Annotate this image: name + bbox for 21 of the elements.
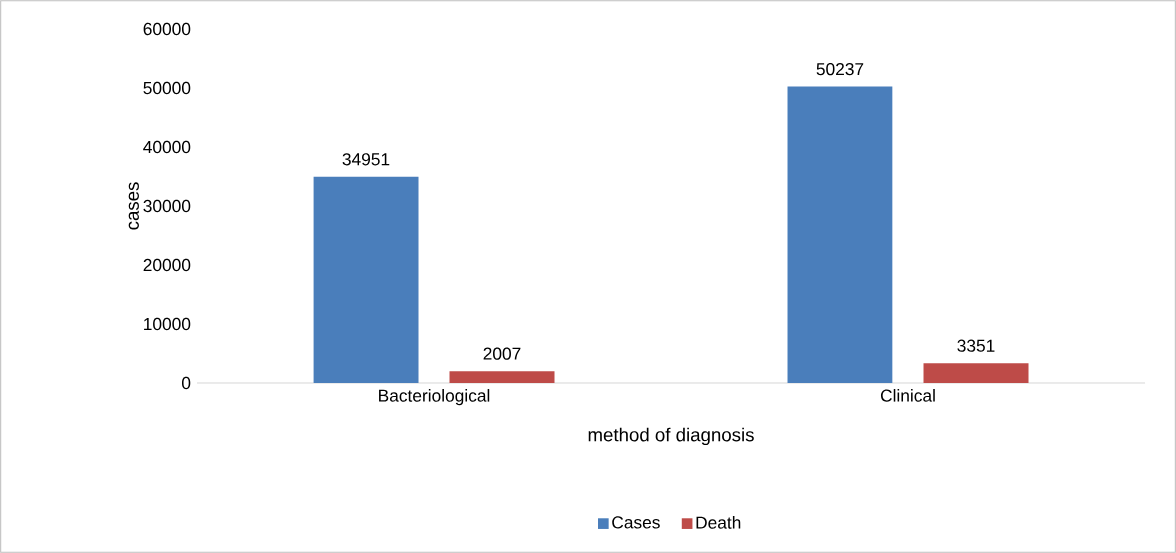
bar (787, 86, 893, 383)
y-tick-label: 10000 (144, 317, 191, 331)
data-label: 2007 (483, 347, 521, 360)
data-label: 3351 (957, 339, 995, 352)
y-tick-label: 40000 (143, 140, 191, 154)
legend-label: Cases (612, 516, 660, 529)
x-tick-label: Clinical (880, 389, 935, 402)
bar (923, 363, 1029, 383)
data-label: 34951 (342, 153, 390, 166)
x-tick-label: Bacteriological (379, 389, 490, 406)
y-tick-label: 50000 (143, 81, 191, 95)
bar (313, 176, 419, 383)
y-tick-label: 60000 (143, 22, 191, 36)
bar (449, 371, 555, 383)
y-tick-label: 30000 (143, 199, 191, 213)
x-axis-title: method of diagnosis (588, 427, 754, 446)
y-axis-title: cases (128, 182, 139, 230)
legend-label: Death (696, 516, 741, 529)
y-tick-label: 0 (181, 376, 191, 390)
y-tick-label: 20000 (143, 258, 191, 272)
data-label: 50237 (816, 62, 864, 76)
